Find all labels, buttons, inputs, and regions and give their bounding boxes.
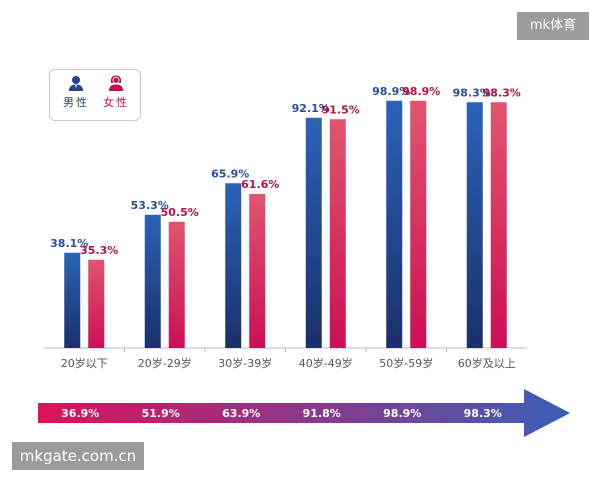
x-tick-label-4: 50岁-59岁: [379, 356, 433, 370]
value-label-female-2: 61.6%: [241, 178, 279, 191]
value-label-female-0: 35.3%: [80, 244, 118, 257]
legend-label-male: 男性: [63, 96, 89, 109]
x-tick-label-0: 20岁以下: [61, 356, 108, 370]
bar-female-0: [88, 259, 105, 348]
summary-arrow: [38, 389, 570, 437]
bar-female-3: [329, 119, 346, 348]
male-person-icon: [69, 76, 83, 91]
legend-item-male: 男性: [56, 74, 96, 110]
x-tick-label-3: 40岁-49岁: [299, 356, 353, 370]
total-label-4: 98.9%: [383, 407, 421, 420]
bar-male-1: [144, 214, 161, 348]
bar-female-2: [249, 194, 266, 348]
bar-male-3: [305, 117, 322, 348]
total-label-1: 51.9%: [142, 407, 180, 420]
female-person-icon: [109, 75, 123, 91]
value-label-female-1: 50.5%: [161, 206, 199, 219]
value-label-female-4: 98.9%: [402, 85, 440, 98]
total-label-0: 36.9%: [61, 407, 99, 420]
value-label-female-5: 98.3%: [483, 86, 521, 99]
legend-item-female: 女性: [96, 74, 136, 110]
total-label-5: 98.3%: [464, 407, 502, 420]
bar-male-4: [386, 100, 403, 348]
legend-label-female: 女性: [103, 96, 129, 109]
legend: 男性 女性: [49, 69, 141, 121]
value-label-male-4: 98.9%: [372, 85, 410, 98]
value-label-male-2: 65.9%: [211, 167, 249, 180]
bar-male-5: [466, 102, 483, 348]
value-label-male-0: 38.1%: [50, 237, 88, 250]
x-tick-label-2: 30岁-39岁: [218, 356, 272, 370]
total-label-3: 91.8%: [303, 407, 341, 420]
watermark-bottom: mkgate.com.cn: [12, 442, 144, 470]
value-label-female-3: 91.5%: [322, 103, 360, 116]
value-label-male-3: 92.1%: [292, 102, 330, 115]
x-tick-label-5: 60岁及以上: [458, 356, 516, 370]
value-label-male-5: 98.3%: [453, 86, 491, 99]
value-label-male-1: 53.3%: [131, 199, 169, 212]
bar-male-2: [225, 183, 242, 348]
x-tick-label-1: 20岁-29岁: [138, 356, 192, 370]
bar-male-0: [64, 252, 81, 348]
watermark-top: mk体育: [517, 12, 589, 40]
bar-female-5: [490, 102, 507, 348]
bar-female-4: [410, 100, 427, 348]
bar-female-1: [168, 221, 185, 348]
total-label-2: 63.9%: [222, 407, 260, 420]
